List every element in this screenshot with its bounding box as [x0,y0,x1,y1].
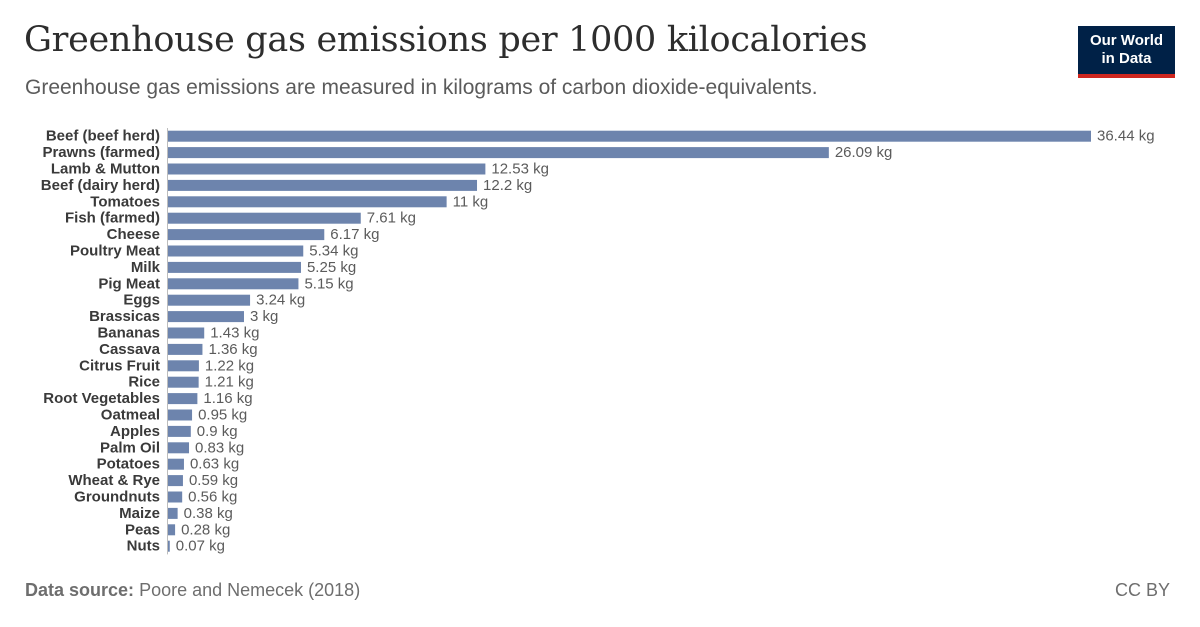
bar[interactable] [168,475,183,487]
data-source-label: Data source: [25,580,135,600]
bar[interactable] [168,425,191,437]
bar[interactable] [168,491,183,503]
category-label: Beef (beef herd) [46,128,160,145]
bar[interactable] [168,393,198,405]
bar[interactable] [168,212,361,224]
bar[interactable] [168,229,325,241]
value-label: 0.9 kg [197,423,238,440]
value-label: 7.61 kg [367,210,416,227]
value-label: 1.22 kg [205,357,254,374]
category-label: Pig Meat [98,275,160,292]
value-label: 0.38 kg [184,505,233,522]
category-label: Wheat & Rye [68,472,160,489]
bar[interactable] [168,360,199,372]
category-label: Oatmeal [101,407,160,424]
category-label: Fish (farmed) [65,210,160,227]
license-label[interactable]: CC BY [1114,580,1170,600]
category-label: Cheese [107,226,160,243]
category-label: Potatoes [97,456,160,473]
value-label: 5.34 kg [309,243,358,260]
category-label: Palm Oil [100,439,160,456]
value-label: 1.43 kg [210,325,259,342]
category-label: Apples [110,423,160,440]
bar[interactable] [168,261,301,273]
bar[interactable] [168,163,486,175]
chart-title: Greenhouse gas emissions per 1000 kiloca… [24,20,868,60]
value-label: 12.53 kg [491,161,549,178]
logo-line-1: Our World [1089,32,1164,49]
value-label: 5.15 kg [304,275,353,292]
chart-subtitle: Greenhouse gas emissions are measured in… [25,76,818,99]
bar[interactable] [168,196,447,208]
value-label: 0.56 kg [188,489,237,506]
category-label: Groundnuts [74,489,160,506]
category-label: Cassava [99,341,161,358]
value-label: 5.25 kg [307,259,356,276]
value-label: 11 kg [453,193,489,210]
bar[interactable] [168,245,304,257]
value-label: 1.21 kg [205,374,254,391]
category-label: Maize [119,505,160,522]
bar[interactable] [168,294,251,306]
value-label: 0.63 kg [190,456,239,473]
bar[interactable] [168,540,170,552]
bar[interactable] [168,507,178,519]
category-label: Rice [128,374,160,391]
category-label: Milk [131,259,161,276]
value-label: 0.95 kg [198,407,247,424]
category-label: Prawns (farmed) [42,144,160,161]
value-label: 12.2 kg [483,177,532,194]
value-label: 0.28 kg [181,521,230,538]
data-source-text[interactable]: Poore and Nemecek (2018) [139,580,361,600]
owid-logo[interactable]: Our World in Data [1078,26,1175,78]
bar[interactable] [168,179,478,191]
bar-chart: Beef (beef herd) 36.44 kg Prawns (farmed) 2… [41,128,1155,555]
category-label: Lamb & Mutton [51,161,160,178]
bar[interactable] [168,327,205,339]
value-label: 36.44 kg [1097,128,1155,145]
category-label: Root Vegetables [43,390,160,407]
category-label: Citrus Fruit [79,357,160,374]
bar[interactable] [168,524,176,536]
category-label: Bananas [97,325,160,342]
value-label: 0.07 kg [176,538,225,555]
bar[interactable] [168,343,203,355]
value-label: 1.36 kg [208,341,257,358]
category-label: Eggs [123,292,160,309]
value-label: 3.24 kg [256,292,305,309]
category-label: Poultry Meat [70,243,160,260]
bar[interactable] [168,130,1091,142]
bar[interactable] [168,376,199,388]
category-label: Brassicas [89,308,160,325]
value-label: 26.09 kg [835,144,893,161]
value-label: 1.16 kg [203,390,252,407]
value-label: 3 kg [250,308,278,325]
value-label: 0.59 kg [189,472,238,489]
category-label: Nuts [127,538,160,555]
category-label: Tomatoes [90,193,160,210]
value-label: 6.17 kg [330,226,379,243]
logo-line-2: in Data [1101,50,1152,67]
bar[interactable] [168,147,829,159]
category-label: Beef (dairy herd) [41,177,160,194]
bar[interactable] [168,278,299,290]
data-source: Data source: Poore and Nemecek (2018) [25,580,360,601]
bar[interactable] [168,311,244,323]
bar[interactable] [168,442,190,454]
bar[interactable] [168,458,184,470]
bar[interactable] [168,409,193,421]
value-label: 0.83 kg [195,439,244,456]
category-label: Peas [125,521,160,538]
